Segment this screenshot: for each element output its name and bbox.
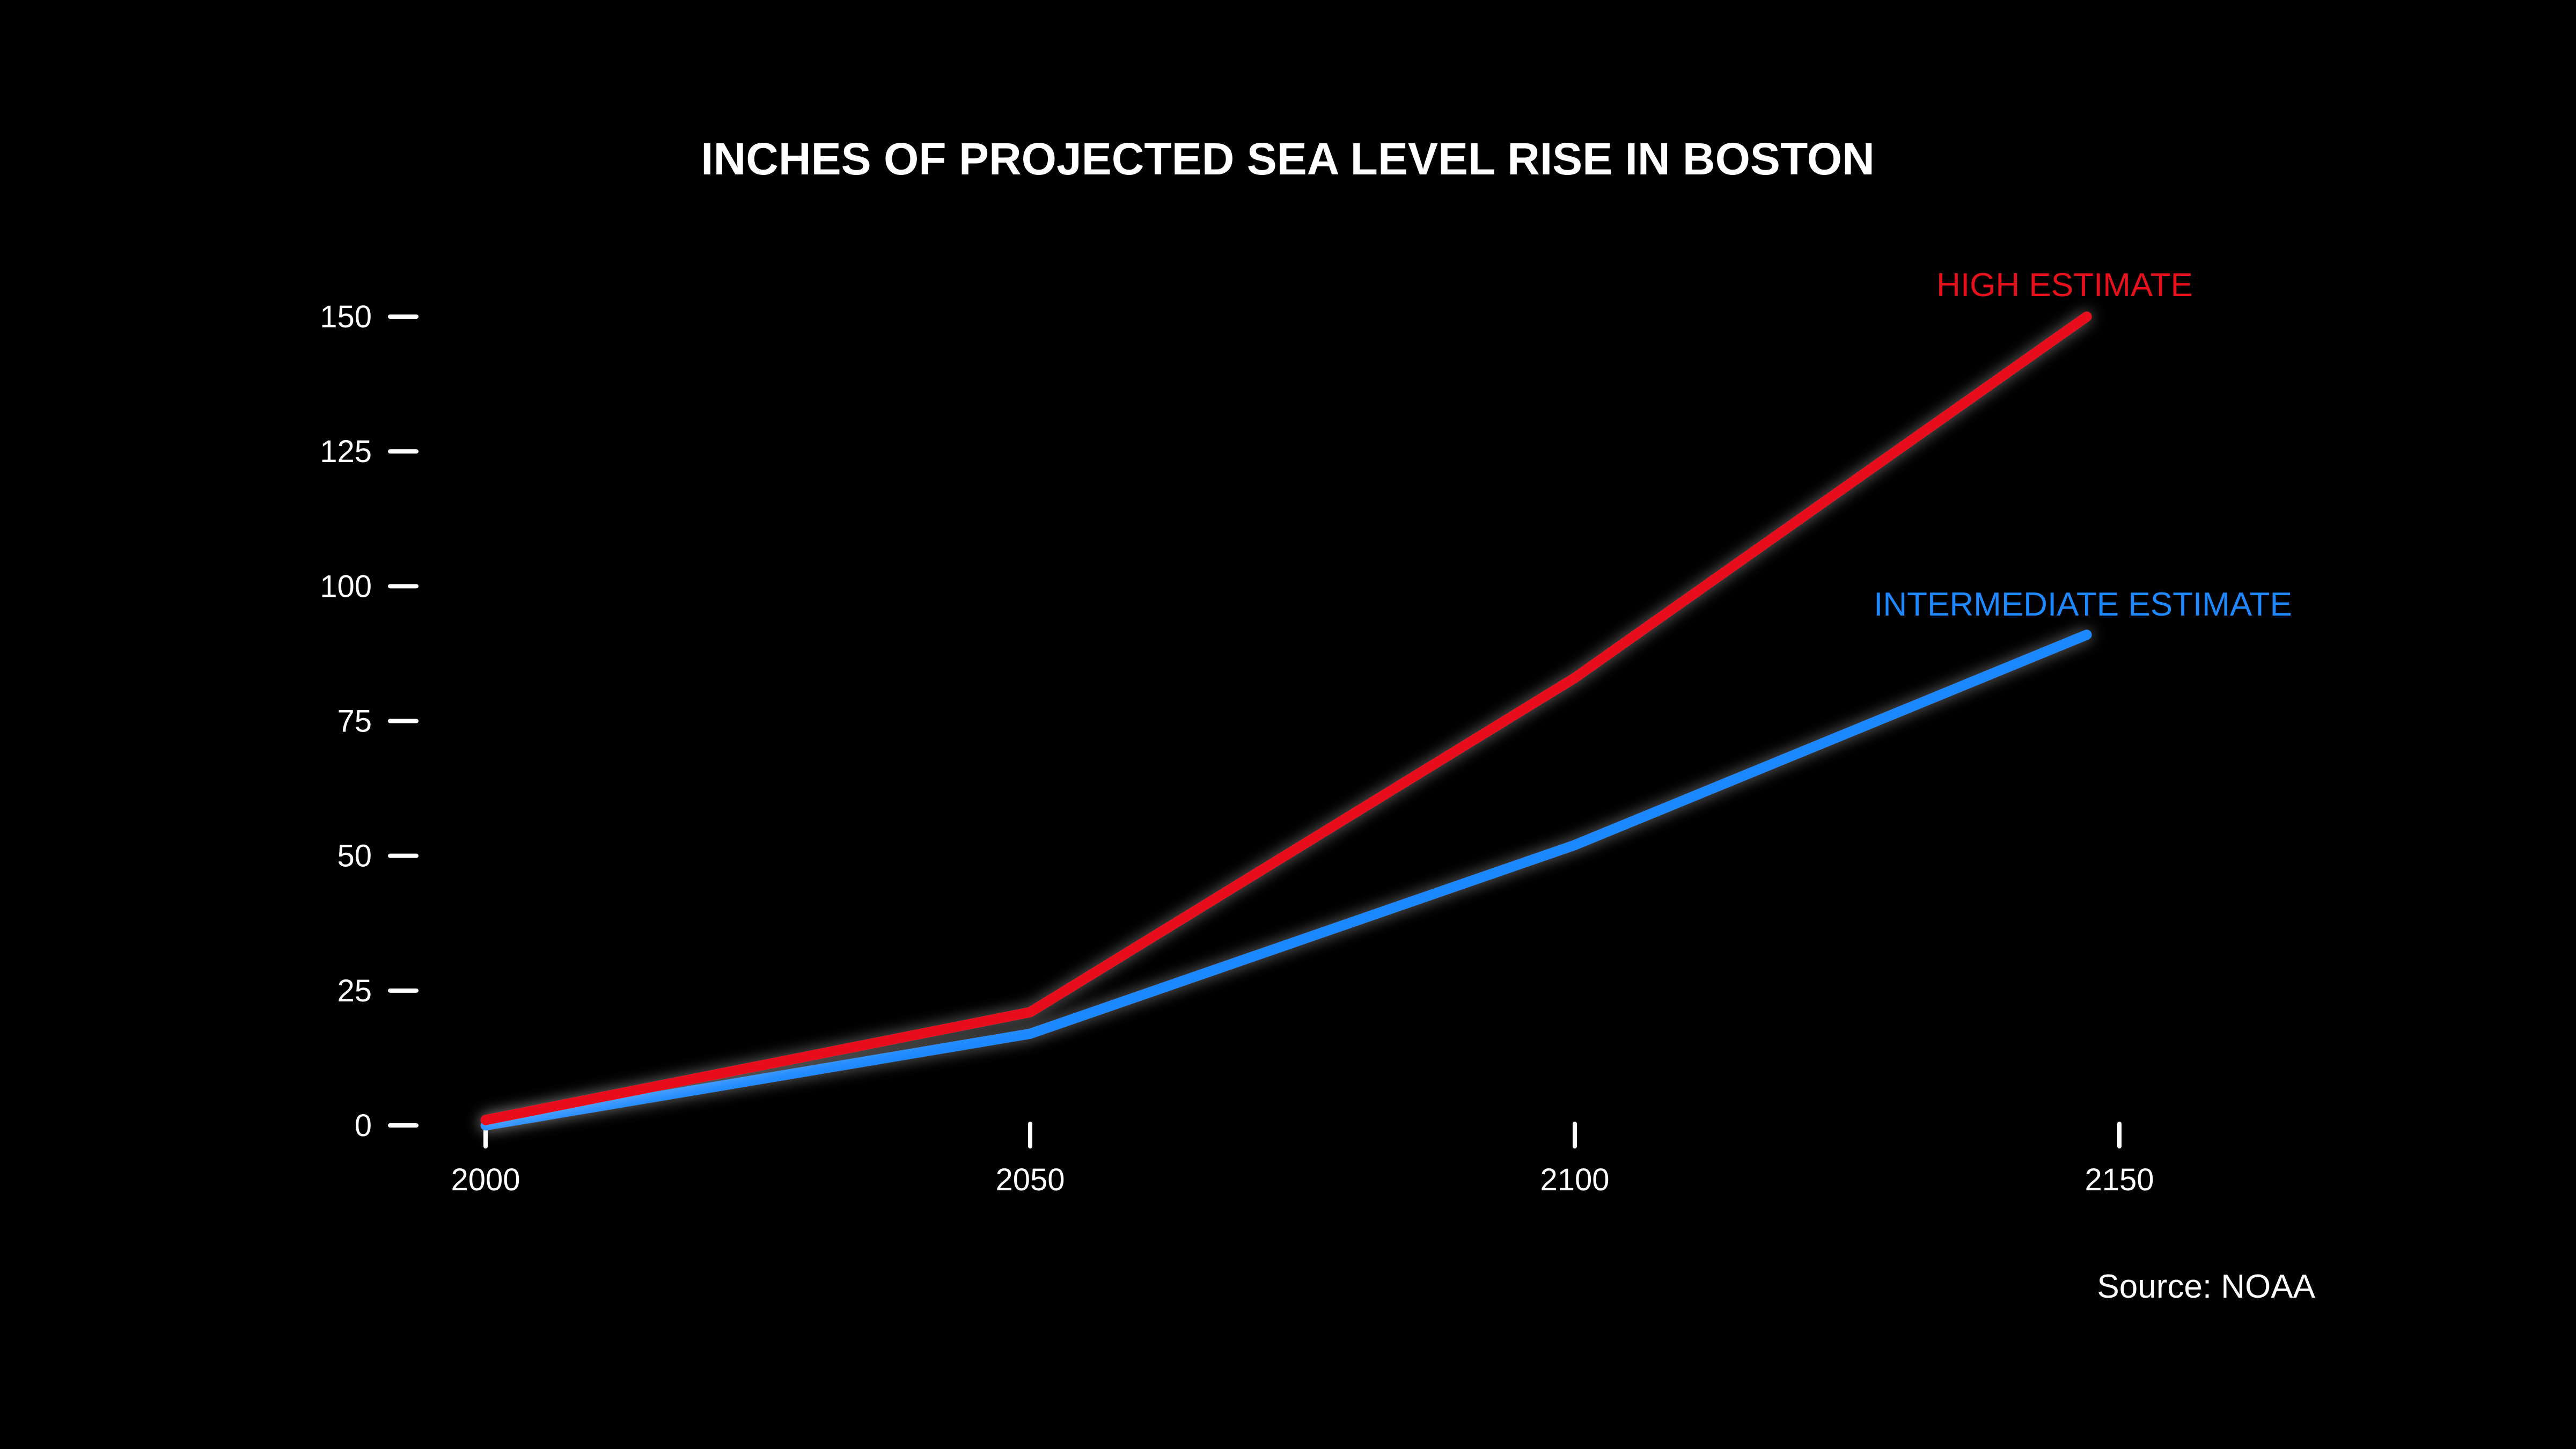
- y-axis: 0 25 50 75 100 125 150: [320, 299, 419, 1143]
- y-tick-label: 50: [337, 839, 372, 874]
- series-line-high-estimate: [480, 311, 2092, 1125]
- data-point: [2086, 633, 2088, 636]
- data-point: [2086, 316, 2088, 318]
- series-label-high-estimate: HIGH ESTIMATE: [1936, 267, 2193, 304]
- y-tick-label: 100: [320, 569, 372, 604]
- y-tick-label: 75: [337, 704, 372, 739]
- series-line-intermediate-estimate: [480, 630, 2092, 1131]
- x-tick-label: 2000: [451, 1162, 520, 1197]
- y-tick-label: 0: [355, 1108, 372, 1143]
- x-axis: 2000 2050 2100 2150: [451, 1122, 2154, 1197]
- x-tick-label: 2100: [1540, 1162, 1609, 1197]
- series-label-intermediate-estimate: INTERMEDIATE ESTIMATE: [1874, 586, 2292, 623]
- data-point: [1574, 677, 1576, 679]
- data-point: [485, 1118, 487, 1121]
- source-note: Source: NOAA: [2097, 1268, 2315, 1305]
- data-point: [1029, 1011, 1031, 1014]
- x-tick-label: 2050: [995, 1162, 1065, 1197]
- data-point: [1029, 1033, 1031, 1035]
- chart-title: INCHES OF PROJECTED SEA LEVEL RISE IN BO…: [701, 134, 1875, 184]
- series-labels: HIGH ESTIMATE INTERMEDIATE ESTIMATE: [1874, 267, 2292, 623]
- series-layer: [480, 311, 2092, 1131]
- data-point: [1574, 844, 1576, 846]
- y-tick-label: 150: [320, 299, 372, 334]
- y-tick-label: 25: [337, 974, 372, 1008]
- y-tick-label: 125: [320, 434, 372, 469]
- x-tick-label: 2150: [2085, 1162, 2154, 1197]
